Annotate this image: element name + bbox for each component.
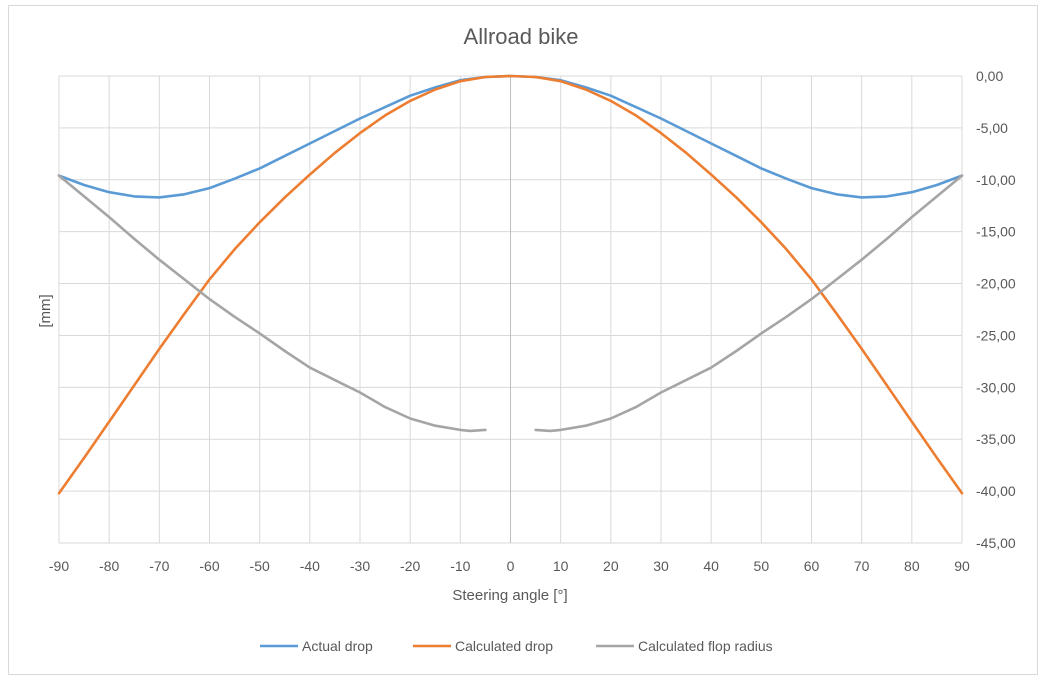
x-tick-label: 80	[904, 558, 920, 574]
y-tick-label: -45,00	[976, 535, 1016, 551]
x-tick-label: -20	[400, 558, 420, 574]
y-tick-label: -40,00	[976, 483, 1016, 499]
chart-title: Allroad bike	[464, 24, 579, 49]
y-tick-label: 0,00	[976, 68, 1003, 84]
series-layer	[57, 74, 964, 495]
x-tick-label: -40	[300, 558, 320, 574]
x-tick-label: -50	[250, 558, 270, 574]
series-line-calculated-flop-radius	[534, 174, 964, 433]
y-tick-label: -20,00	[976, 276, 1016, 292]
y-axis-title: [mm]	[37, 294, 54, 327]
series-line-calculated-flop-radius	[57, 174, 487, 433]
legend-label: Actual drop	[302, 638, 373, 654]
y-tick-labels: 0,00 -5,00 -10,00 -15,00 -20,00 -25,00 -30,00 -…	[976, 68, 1016, 551]
legend-label: Calculated flop radius	[638, 638, 773, 654]
x-tick-label: 70	[854, 558, 870, 574]
x-tick-labels: -90 -80 -70 -60 -50 -40 -30 -20 -10 0 10 20 30 40 50 60…	[49, 558, 970, 574]
y-tick-label: -25,00	[976, 327, 1016, 343]
x-tick-label: 60	[804, 558, 820, 574]
y-tick-label: -10,00	[976, 172, 1016, 188]
x-tick-label: 30	[653, 558, 669, 574]
x-tick-label: 0	[507, 558, 515, 574]
x-tick-label: -10	[450, 558, 470, 574]
x-tick-label: 90	[954, 558, 970, 574]
legend-label: Calculated drop	[455, 638, 553, 654]
legend: Actual drop Calculated drop Calculated flo…	[260, 638, 773, 654]
y-tick-label: -35,00	[976, 431, 1016, 447]
x-axis-title: Steering angle [°]	[452, 587, 567, 604]
x-tick-label: 10	[553, 558, 569, 574]
y-tick-label: -15,00	[976, 224, 1016, 240]
y-tick-label: -30,00	[976, 379, 1016, 395]
x-tick-label: 50	[754, 558, 770, 574]
x-tick-label: -70	[149, 558, 169, 574]
chart-frame	[8, 5, 1038, 675]
x-tick-label: 20	[603, 558, 619, 574]
x-tick-label: -60	[199, 558, 219, 574]
y-tick-label: -5,00	[976, 120, 1008, 136]
x-tick-label: -90	[49, 558, 69, 574]
x-tick-label: -80	[99, 558, 119, 574]
x-tick-label: 40	[703, 558, 719, 574]
series-line-calculated-drop	[57, 74, 964, 495]
x-tick-label: -30	[350, 558, 370, 574]
